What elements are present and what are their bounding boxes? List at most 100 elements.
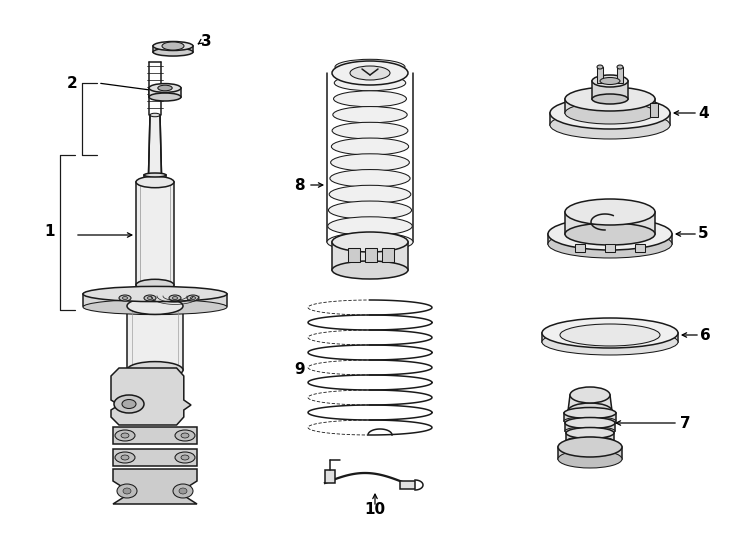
Polygon shape <box>542 333 678 342</box>
Ellipse shape <box>158 85 172 91</box>
Ellipse shape <box>558 437 622 457</box>
Ellipse shape <box>550 97 670 129</box>
Polygon shape <box>565 99 655 113</box>
Ellipse shape <box>597 65 603 69</box>
Ellipse shape <box>548 230 672 258</box>
Ellipse shape <box>179 488 187 494</box>
Ellipse shape <box>123 488 131 494</box>
Polygon shape <box>113 449 197 466</box>
Ellipse shape <box>144 180 166 184</box>
Ellipse shape <box>175 430 195 441</box>
Ellipse shape <box>334 75 406 91</box>
Bar <box>617 67 623 83</box>
Text: 9: 9 <box>294 362 305 377</box>
Polygon shape <box>149 88 181 97</box>
Ellipse shape <box>564 408 616 418</box>
Ellipse shape <box>332 261 408 279</box>
Polygon shape <box>136 182 174 285</box>
Ellipse shape <box>83 299 227 315</box>
Polygon shape <box>592 81 628 99</box>
Ellipse shape <box>121 433 129 438</box>
Text: 10: 10 <box>365 503 385 517</box>
Text: 8: 8 <box>294 178 305 192</box>
Ellipse shape <box>550 111 670 139</box>
Ellipse shape <box>181 433 189 438</box>
Ellipse shape <box>327 217 413 235</box>
Polygon shape <box>567 443 613 451</box>
Bar <box>605 244 615 252</box>
Ellipse shape <box>119 295 131 301</box>
Ellipse shape <box>148 296 153 300</box>
Text: 7: 7 <box>680 415 691 430</box>
Ellipse shape <box>350 66 390 80</box>
Polygon shape <box>325 470 335 483</box>
Polygon shape <box>566 433 614 441</box>
Ellipse shape <box>565 427 615 435</box>
Ellipse shape <box>122 400 136 408</box>
Ellipse shape <box>191 296 195 300</box>
Ellipse shape <box>600 78 620 84</box>
Ellipse shape <box>560 324 660 346</box>
Polygon shape <box>565 423 615 431</box>
Polygon shape <box>144 175 166 182</box>
Ellipse shape <box>565 199 655 225</box>
Polygon shape <box>550 113 670 125</box>
Ellipse shape <box>181 455 189 460</box>
Ellipse shape <box>172 296 178 300</box>
Ellipse shape <box>566 428 614 438</box>
Ellipse shape <box>327 233 413 252</box>
Ellipse shape <box>121 455 129 460</box>
Ellipse shape <box>548 218 672 250</box>
Bar <box>597 67 603 83</box>
Ellipse shape <box>153 48 193 56</box>
Text: 6: 6 <box>700 327 711 342</box>
Polygon shape <box>400 481 415 489</box>
Ellipse shape <box>117 484 137 498</box>
Polygon shape <box>332 242 408 270</box>
Ellipse shape <box>570 387 610 403</box>
Ellipse shape <box>568 403 612 419</box>
Polygon shape <box>83 294 227 310</box>
Bar <box>365 248 377 262</box>
Ellipse shape <box>331 138 409 155</box>
Text: 2: 2 <box>66 76 77 91</box>
Ellipse shape <box>153 42 193 51</box>
Text: 3: 3 <box>201 35 211 50</box>
Ellipse shape <box>149 93 181 101</box>
Ellipse shape <box>150 113 160 117</box>
Ellipse shape <box>144 295 156 301</box>
Polygon shape <box>111 368 191 425</box>
Ellipse shape <box>127 298 183 314</box>
Ellipse shape <box>566 436 614 446</box>
Ellipse shape <box>542 329 678 355</box>
Ellipse shape <box>144 173 166 177</box>
Ellipse shape <box>592 94 628 104</box>
Ellipse shape <box>335 59 405 75</box>
Ellipse shape <box>162 42 184 50</box>
Ellipse shape <box>565 102 655 124</box>
Ellipse shape <box>123 296 128 300</box>
Polygon shape <box>127 306 183 370</box>
Ellipse shape <box>332 122 408 139</box>
Polygon shape <box>148 115 161 175</box>
Polygon shape <box>113 427 197 444</box>
Ellipse shape <box>136 176 174 188</box>
Polygon shape <box>113 469 197 504</box>
Polygon shape <box>558 447 622 459</box>
Ellipse shape <box>328 201 412 219</box>
Ellipse shape <box>565 417 615 429</box>
Polygon shape <box>548 234 672 244</box>
Ellipse shape <box>558 450 622 468</box>
Ellipse shape <box>333 91 407 107</box>
Ellipse shape <box>149 84 181 92</box>
Ellipse shape <box>332 61 408 85</box>
Bar <box>348 248 360 262</box>
Text: 4: 4 <box>698 105 708 120</box>
Text: 5: 5 <box>698 226 708 241</box>
Ellipse shape <box>330 170 410 187</box>
Text: 1: 1 <box>45 225 55 240</box>
Ellipse shape <box>127 362 183 379</box>
Ellipse shape <box>565 223 655 245</box>
Bar <box>575 244 585 252</box>
Ellipse shape <box>115 452 135 463</box>
